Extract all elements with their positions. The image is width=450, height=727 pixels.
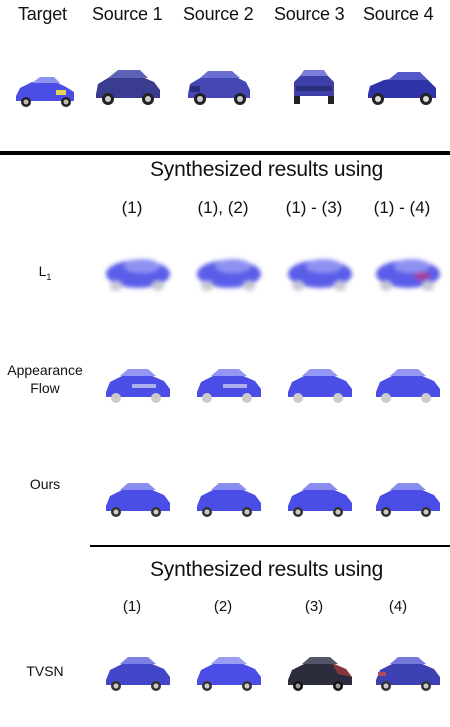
thin-divider	[90, 545, 450, 547]
ours-result-2-image	[197, 483, 261, 517]
tvsn-result-4-image	[376, 657, 440, 691]
header-source-4: Source 4	[363, 4, 434, 24]
section2-col-1: (1)	[122, 598, 142, 615]
source-4-car-image	[368, 72, 436, 105]
source-1-car-image	[96, 70, 160, 105]
row-label-appearance-flow: Appearance Flow	[0, 361, 90, 397]
ours-result-3-image	[288, 483, 352, 517]
tvsn-result-1-image	[106, 657, 170, 691]
thick-divider	[0, 151, 450, 155]
tvsn-result-3-image	[288, 657, 352, 691]
l1-result-3-image	[288, 259, 352, 291]
header-source-3: Source 3	[274, 4, 345, 24]
appearance-flow-result-3-image	[288, 369, 352, 403]
ours-result-4-image	[376, 483, 440, 517]
ours-result-1-image	[106, 483, 170, 517]
l1-result-1-image	[106, 259, 170, 291]
l1-result-2-image	[197, 259, 261, 291]
row-label-ours: Ours	[29, 476, 61, 492]
section1-col-3: (1) - (3)	[285, 198, 343, 217]
section1-col-1: (1)	[121, 198, 143, 217]
section2-col-4: (4)	[388, 598, 408, 615]
section2-col-3: (3)	[304, 598, 324, 615]
row-label-l1: L1	[0, 262, 90, 286]
header-target: Target	[18, 4, 67, 24]
header-source-2: Source 2	[183, 4, 254, 24]
section1-title: Synthesized results using	[150, 158, 384, 181]
appearance-flow-result-2-image	[197, 369, 261, 403]
appearance-flow-result-4-image	[376, 369, 440, 403]
target-car-image	[16, 77, 74, 107]
section2-title: Synthesized results using	[150, 558, 384, 581]
row-label-tvsn: TVSN	[26, 663, 64, 679]
source-3-car-image	[294, 70, 334, 104]
tvsn-result-2-image	[197, 657, 261, 691]
section1-col-2: (1), (2)	[197, 198, 249, 217]
header-source-1: Source 1	[92, 4, 163, 24]
l1-result-4-image	[376, 259, 440, 291]
row-label-l1-subscript: 1	[46, 271, 52, 282]
source-2-car-image	[188, 71, 250, 105]
section2-col-2: (2)	[213, 598, 233, 615]
row-label-flow: Flow	[30, 380, 60, 396]
row-label-l1-text: L	[38, 263, 47, 279]
appearance-flow-result-1-image	[106, 369, 170, 403]
section1-col-4: (1) - (4)	[373, 198, 431, 217]
row-label-appearance: Appearance	[7, 362, 83, 378]
